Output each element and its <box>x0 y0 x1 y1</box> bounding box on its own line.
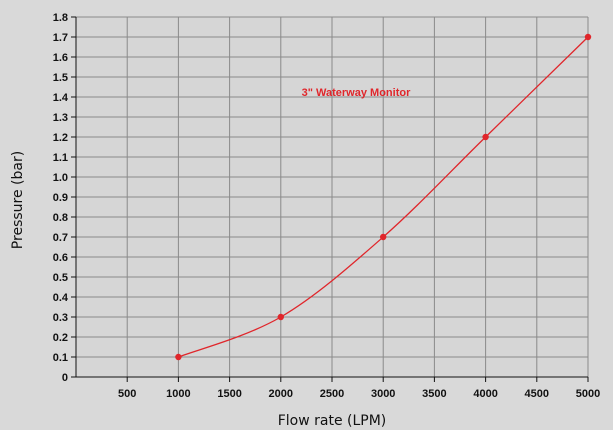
y-tick-label: 1.1 <box>53 152 68 164</box>
x-tick-label: 4500 <box>525 388 549 400</box>
y-tick-label: 1.7 <box>53 32 68 44</box>
y-tick-label: 0.2 <box>53 332 68 344</box>
y-tick-label: 1.5 <box>53 72 68 84</box>
y-tick-label: 0.4 <box>53 292 69 304</box>
data-point <box>277 313 284 321</box>
x-axis-title: Flow rate (LPM) <box>278 413 387 429</box>
y-axis-title: Pressure (bar) <box>10 151 26 249</box>
grid <box>76 16 589 377</box>
x-tick-label: 3500 <box>422 388 446 400</box>
y-tick-label: 0 <box>62 372 68 384</box>
y-tick-label: 0.8 <box>53 212 68 224</box>
y-tick-label: 1.6 <box>53 52 68 64</box>
y-tick-label: 0.3 <box>53 312 68 324</box>
x-tick-label: 1000 <box>166 388 190 400</box>
x-tick-label: 3000 <box>371 388 395 400</box>
data-point <box>482 133 489 141</box>
series-group <box>175 33 592 361</box>
y-tick-label: 1.4 <box>53 92 69 104</box>
y-tick-label: 0.5 <box>53 272 68 284</box>
x-tick-label: 2000 <box>269 388 293 400</box>
annotation-label: 3" Waterway Monitor <box>302 87 411 99</box>
data-point <box>584 33 592 41</box>
y-tick-label: 1.3 <box>53 112 68 124</box>
data-point <box>175 353 182 361</box>
axes <box>71 16 589 382</box>
y-tick-label: 1.2 <box>53 132 68 144</box>
x-tick-label: 4000 <box>473 388 497 400</box>
y-tick-label: 1.8 <box>53 12 68 24</box>
y-tick-labels: 0 0.1 0.2 0.3 0.4 0.5 0.6 0.7 0.8 0.9 1.0 1.1 1.2 1.3… <box>53 12 69 384</box>
y-tick-label: 1.0 <box>53 172 68 184</box>
y-tick-label: 0.9 <box>53 192 68 204</box>
x-tick-label: 500 <box>118 388 136 400</box>
x-tick-label: 1500 <box>217 388 241 400</box>
x-tick-label: 5000 <box>576 388 600 400</box>
x-tick-label: 2500 <box>320 388 344 400</box>
data-point <box>380 233 387 241</box>
y-tick-label: 0.1 <box>53 352 68 364</box>
x-tick-labels: 500 1000 1500 2000 2500 3000 3500 4000 4500 5000 <box>118 388 600 400</box>
y-tick-label: 0.7 <box>53 232 68 244</box>
y-tick-label: 0.6 <box>53 252 68 264</box>
